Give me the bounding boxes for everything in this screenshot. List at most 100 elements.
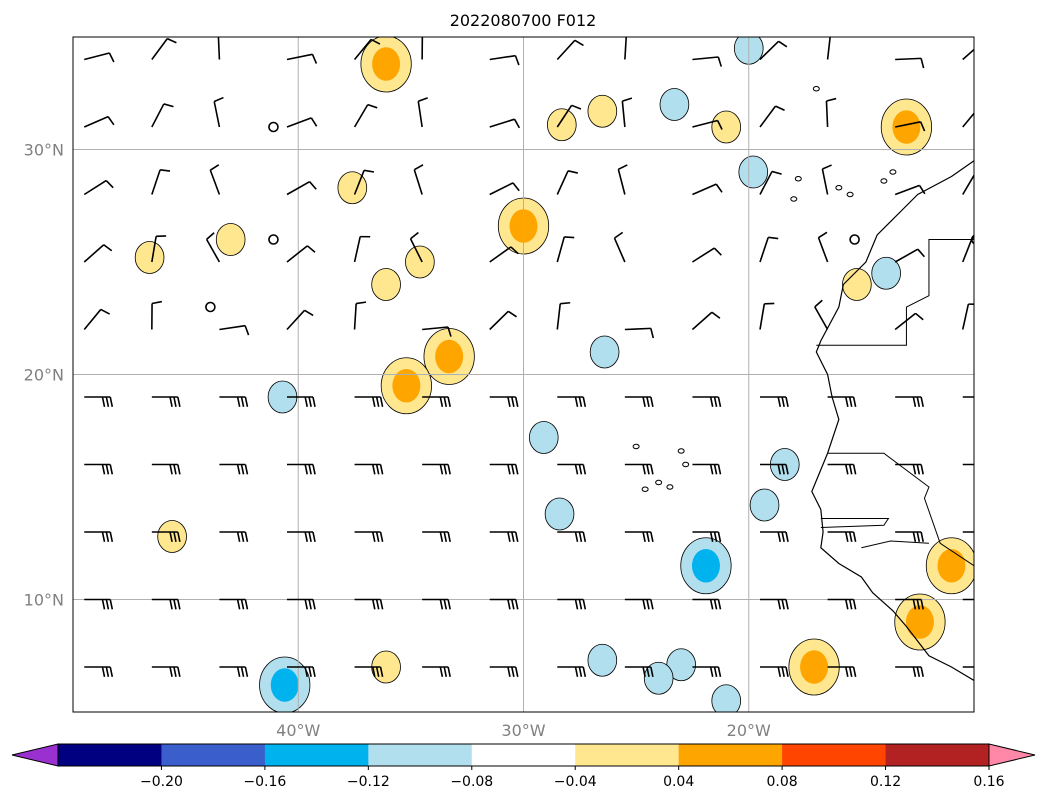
wind-barb-flag — [781, 599, 785, 610]
wind-barb-flag — [443, 464, 448, 475]
wind-barb-flag — [989, 465, 991, 475]
wind-barb-flag — [236, 396, 241, 407]
wind-barb-flag — [920, 58, 925, 69]
anomaly-blob-core — [800, 650, 829, 684]
wind-barb — [409, 231, 423, 263]
wind-barb-flag — [642, 396, 646, 407]
wind-barb-flag — [379, 531, 384, 542]
wind-barb-flag — [771, 170, 782, 175]
wind-barb — [219, 396, 249, 407]
wind-barb-flag — [105, 464, 110, 475]
colorbar-segment — [885, 744, 990, 766]
wind-barb-flag — [422, 32, 432, 34]
wind-barb-shaft — [962, 48, 974, 61]
colorbar-segment — [264, 744, 369, 766]
calm-circle — [205, 301, 216, 313]
wind-barb-shaft — [894, 312, 917, 331]
wind-barb — [219, 531, 249, 542]
wind-barb-flag — [650, 328, 655, 339]
wind-barb-flag — [439, 666, 444, 677]
wind-barb-flag — [642, 464, 646, 475]
wind-barb-flag — [306, 245, 316, 253]
wind-barb-flag — [919, 121, 926, 132]
wind-barb-flag — [213, 96, 224, 103]
wind-barb-shaft — [286, 117, 312, 128]
wind-barb-shaft — [353, 170, 365, 195]
wind-barb — [489, 118, 521, 129]
wind-barb-flag — [109, 531, 114, 542]
wind-barb — [692, 56, 723, 67]
wind-barb-flag — [818, 231, 828, 239]
wind-barb — [489, 182, 520, 196]
wind-barb-shaft — [84, 52, 110, 61]
wind-barb — [489, 246, 519, 263]
wind-barb-flag — [852, 666, 857, 677]
wind-barb — [624, 327, 655, 339]
wind-barb-flag — [709, 531, 714, 542]
colorbar-segment — [58, 744, 162, 766]
wind-barb — [354, 666, 384, 677]
wind-barb-flag — [371, 464, 376, 475]
wind-barb-flag — [511, 599, 515, 610]
wind-barb-flag — [379, 666, 384, 677]
colorbar-segment — [161, 744, 266, 766]
wind-barb-flag — [989, 600, 991, 610]
wind-barb-shaft — [613, 237, 626, 263]
wind-barb-flag — [989, 397, 991, 407]
wind-barb — [421, 32, 432, 60]
wind-barb-flag — [218, 31, 228, 33]
anomaly-blob-core — [905, 605, 934, 639]
wind-barb-flag — [169, 464, 173, 475]
wind-barb-shaft — [556, 39, 576, 61]
calm-circle — [268, 234, 279, 245]
wind-barb-flag — [848, 666, 853, 677]
wind-barb-flag — [105, 396, 110, 407]
wind-barb — [894, 184, 926, 196]
wind-barb — [613, 231, 626, 263]
wind-barb — [557, 396, 587, 407]
wind-barb — [895, 531, 924, 542]
wind-barb — [286, 245, 316, 263]
wind-barb-flag — [785, 396, 789, 407]
wind-barb — [353, 103, 378, 128]
wind-barb-flag — [717, 666, 722, 677]
wind-barb-flag — [447, 666, 451, 677]
wind-barb-flag — [578, 464, 583, 475]
wind-barb — [692, 598, 722, 610]
longitude-label: 40°W — [276, 721, 320, 740]
wind-barb-flag — [985, 600, 987, 610]
wind-barb — [151, 235, 167, 263]
wind-barb-flag — [236, 599, 241, 610]
wind-barb-shaft — [962, 112, 974, 128]
wind-barb-flag — [443, 531, 448, 542]
wind-barb-flag — [151, 300, 163, 305]
wind-barb-flag — [845, 531, 849, 542]
wind-barb-flag — [177, 396, 181, 407]
longitude-label: 20°W — [727, 721, 771, 740]
wind-barb-flag — [240, 666, 245, 677]
wind-barb-flag — [244, 325, 250, 336]
wind-barb — [151, 531, 181, 542]
wind-barb-flag — [311, 54, 318, 64]
wind-barb-flag — [371, 531, 376, 542]
wind-barb-flag — [822, 164, 832, 170]
wind-barb — [962, 531, 974, 533]
wind-barb-flag — [379, 599, 384, 610]
wind-barb-shaft — [814, 306, 829, 330]
wind-barb-flag — [982, 42, 990, 48]
wind-barb-flag — [981, 465, 983, 475]
wind-barb-flag — [976, 172, 985, 175]
wind-barb — [759, 302, 775, 330]
wind-barb — [556, 170, 578, 195]
latitude-labels: 30°N 20°N 10°N — [24, 141, 64, 610]
wind-barb-flag — [845, 464, 849, 475]
country-border — [816, 239, 974, 346]
wind-barb-flag — [578, 666, 583, 677]
wind-barb-flag — [312, 396, 316, 407]
wind-barb-shaft — [617, 169, 626, 195]
wind-barb-flag — [105, 179, 114, 189]
wind-barb-flag — [514, 464, 519, 475]
wind-barb-flag — [244, 396, 249, 407]
wind-barb — [556, 104, 582, 128]
wind-barb-shaft — [213, 101, 221, 128]
